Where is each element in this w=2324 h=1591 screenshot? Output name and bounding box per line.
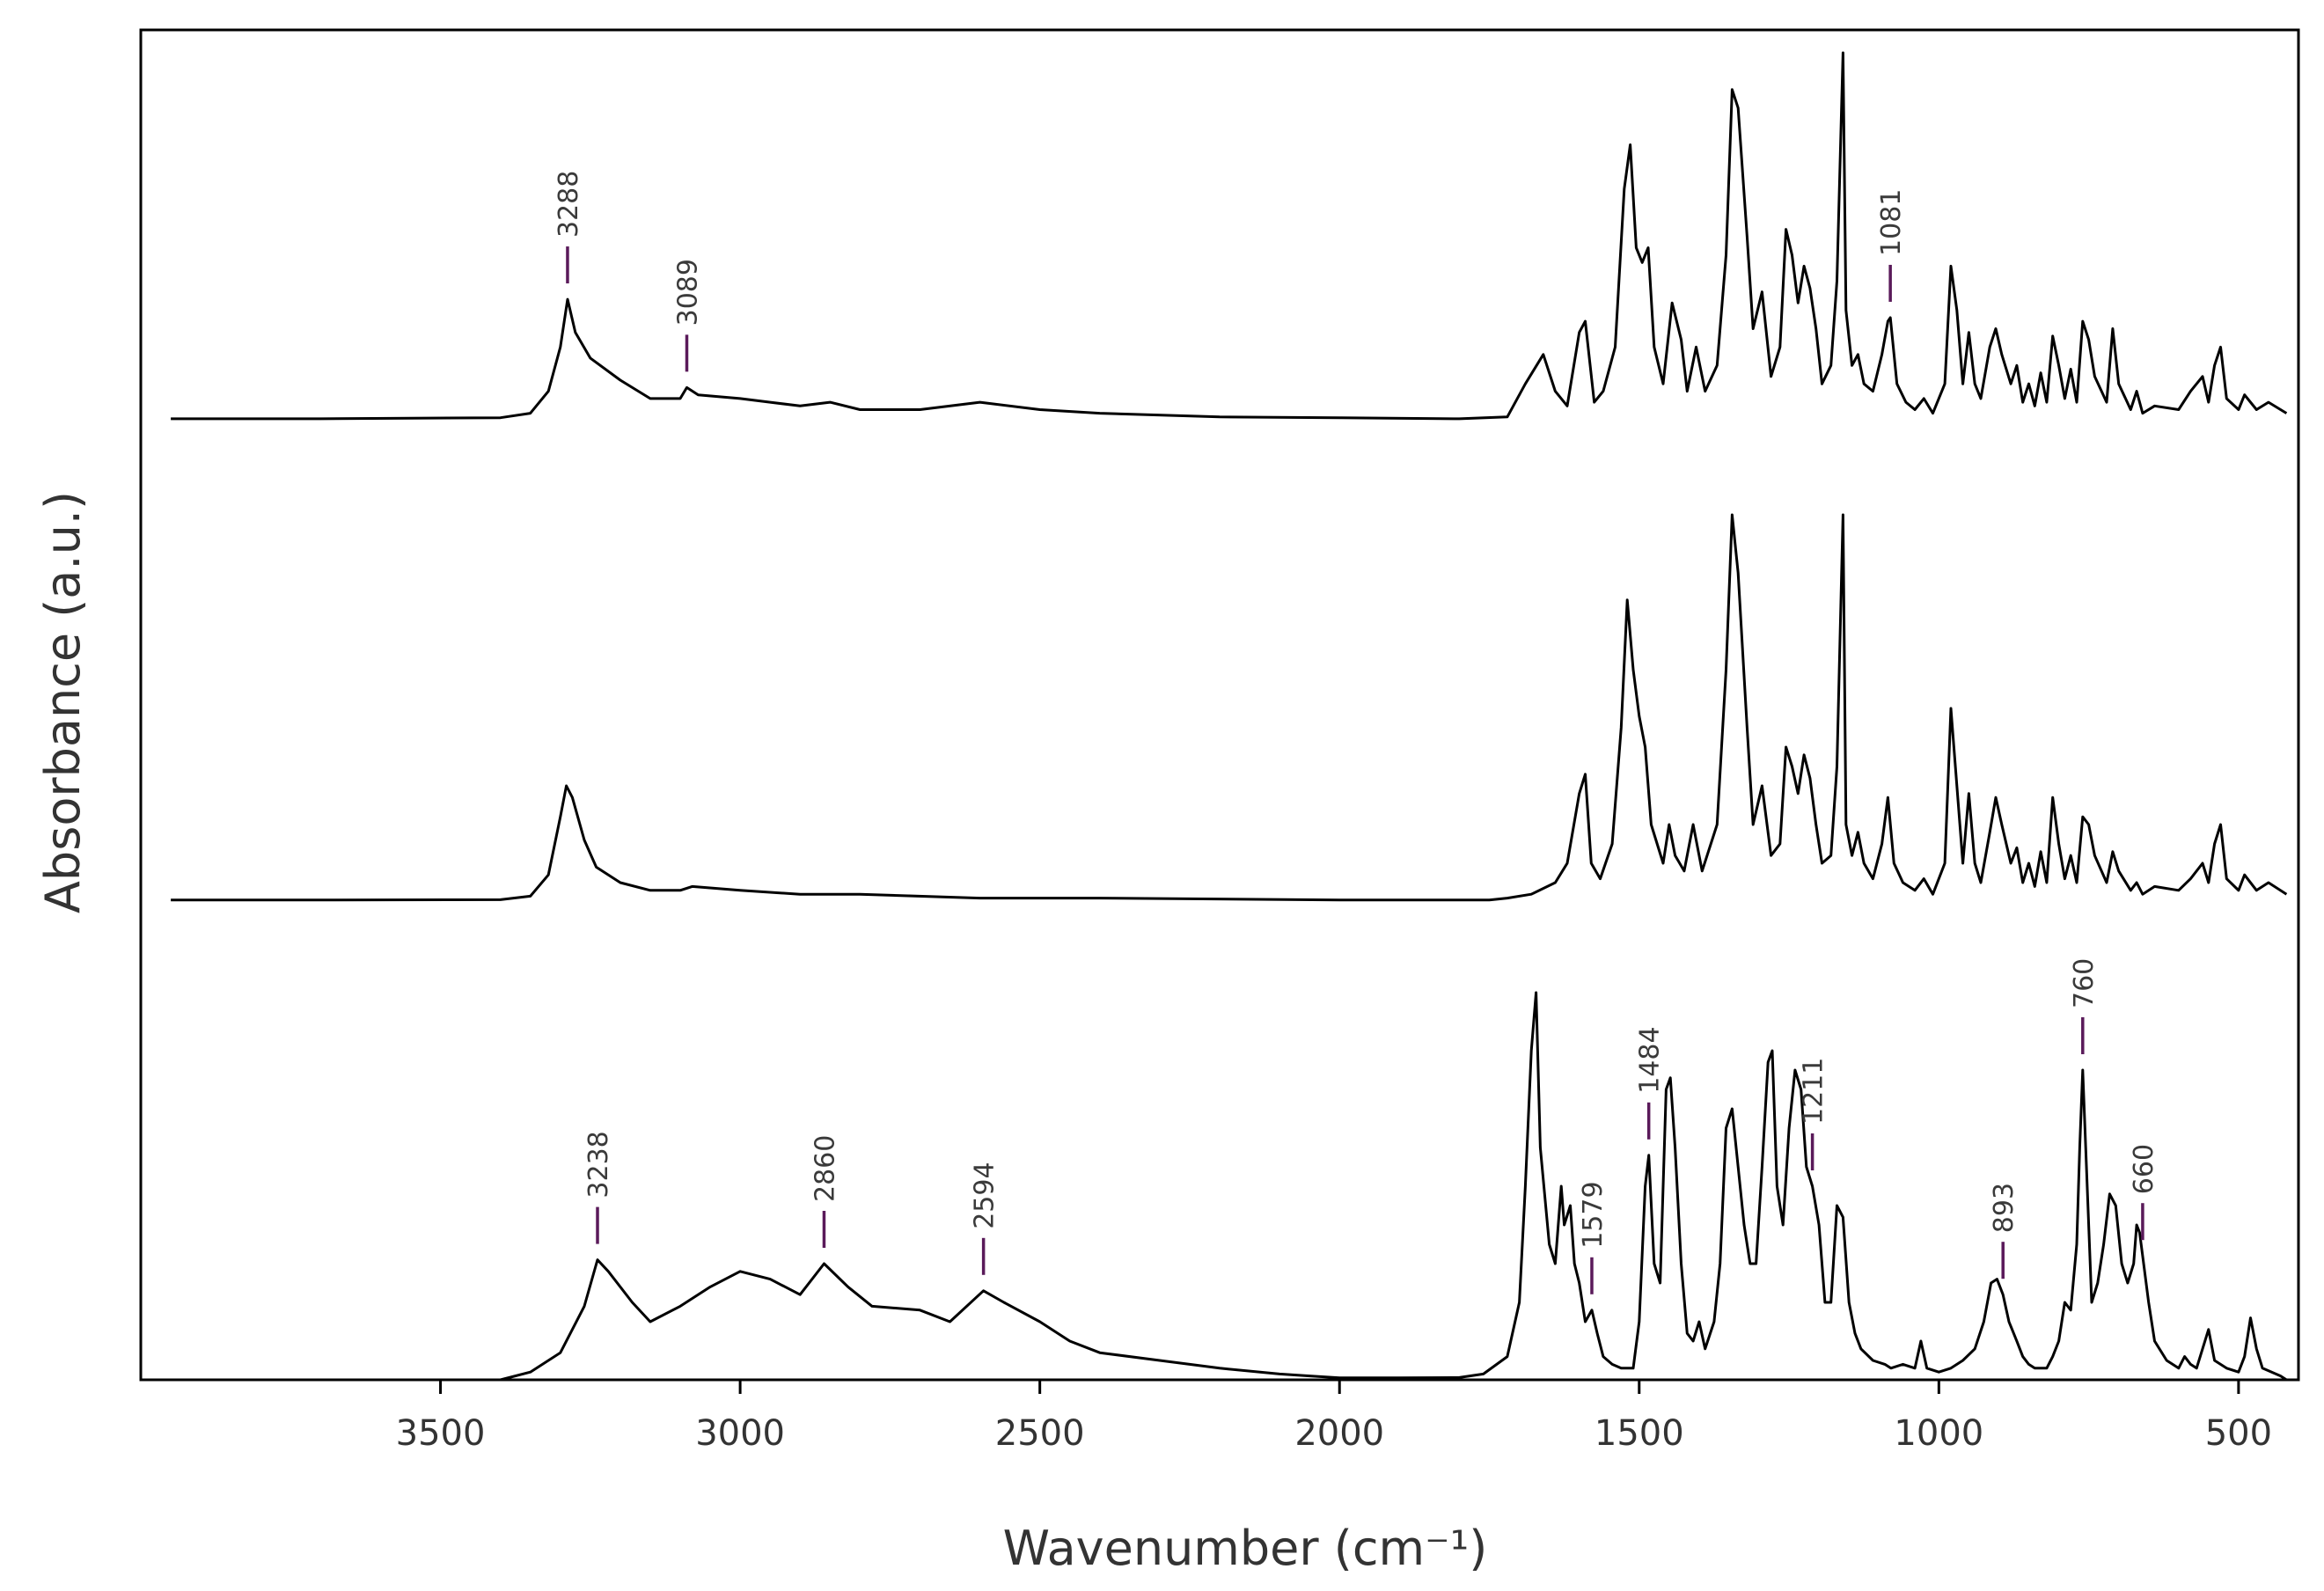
x-tick-label: 3500 (396, 1413, 486, 1454)
peak-label: 2860 (810, 1135, 840, 1202)
spectrum-line-2 (171, 513, 2288, 902)
peak-label: 3238 (583, 1131, 614, 1198)
x-axis-title: Wavenumber (cm⁻¹) (1003, 1521, 1488, 1576)
spectrum-line-1 (171, 51, 2288, 421)
plot-frame (139, 28, 2300, 1382)
peak-label: 3288 (554, 171, 584, 238)
peak-label: 893 (1989, 1183, 2020, 1233)
peak-label: 2594 (970, 1162, 1001, 1228)
spectra-layer (171, 51, 2288, 1382)
x-tick-label: 2000 (1294, 1413, 1384, 1454)
x-tick-label: 3000 (695, 1413, 785, 1454)
spectrum-line-3 (171, 991, 2288, 1382)
peak-label: 1211 (1799, 1058, 1829, 1125)
peak-label: 1484 (1635, 1026, 1666, 1093)
peak-label: 660 (2129, 1144, 2159, 1194)
x-tick-label: 1500 (1595, 1413, 1684, 1454)
peak-label: 760 (2069, 958, 2100, 1008)
x-axis: 3500 3000 2500 2000 1500 1000 500 (396, 1380, 2272, 1454)
peak-label: 1081 (1876, 189, 1907, 256)
x-tick-label: 2500 (995, 1413, 1085, 1454)
peak-annotations: 3288 3089 1081 3238 2860 2594 1579 1484 1211 893 7… (554, 171, 2159, 1294)
y-axis-title: Absorbance (a.u.) (35, 491, 91, 913)
x-tick-label: 500 (2205, 1413, 2272, 1454)
peak-label: 3089 (672, 259, 703, 326)
peak-label: 1579 (1578, 1181, 1609, 1248)
x-tick-label: 1000 (1894, 1413, 1983, 1454)
